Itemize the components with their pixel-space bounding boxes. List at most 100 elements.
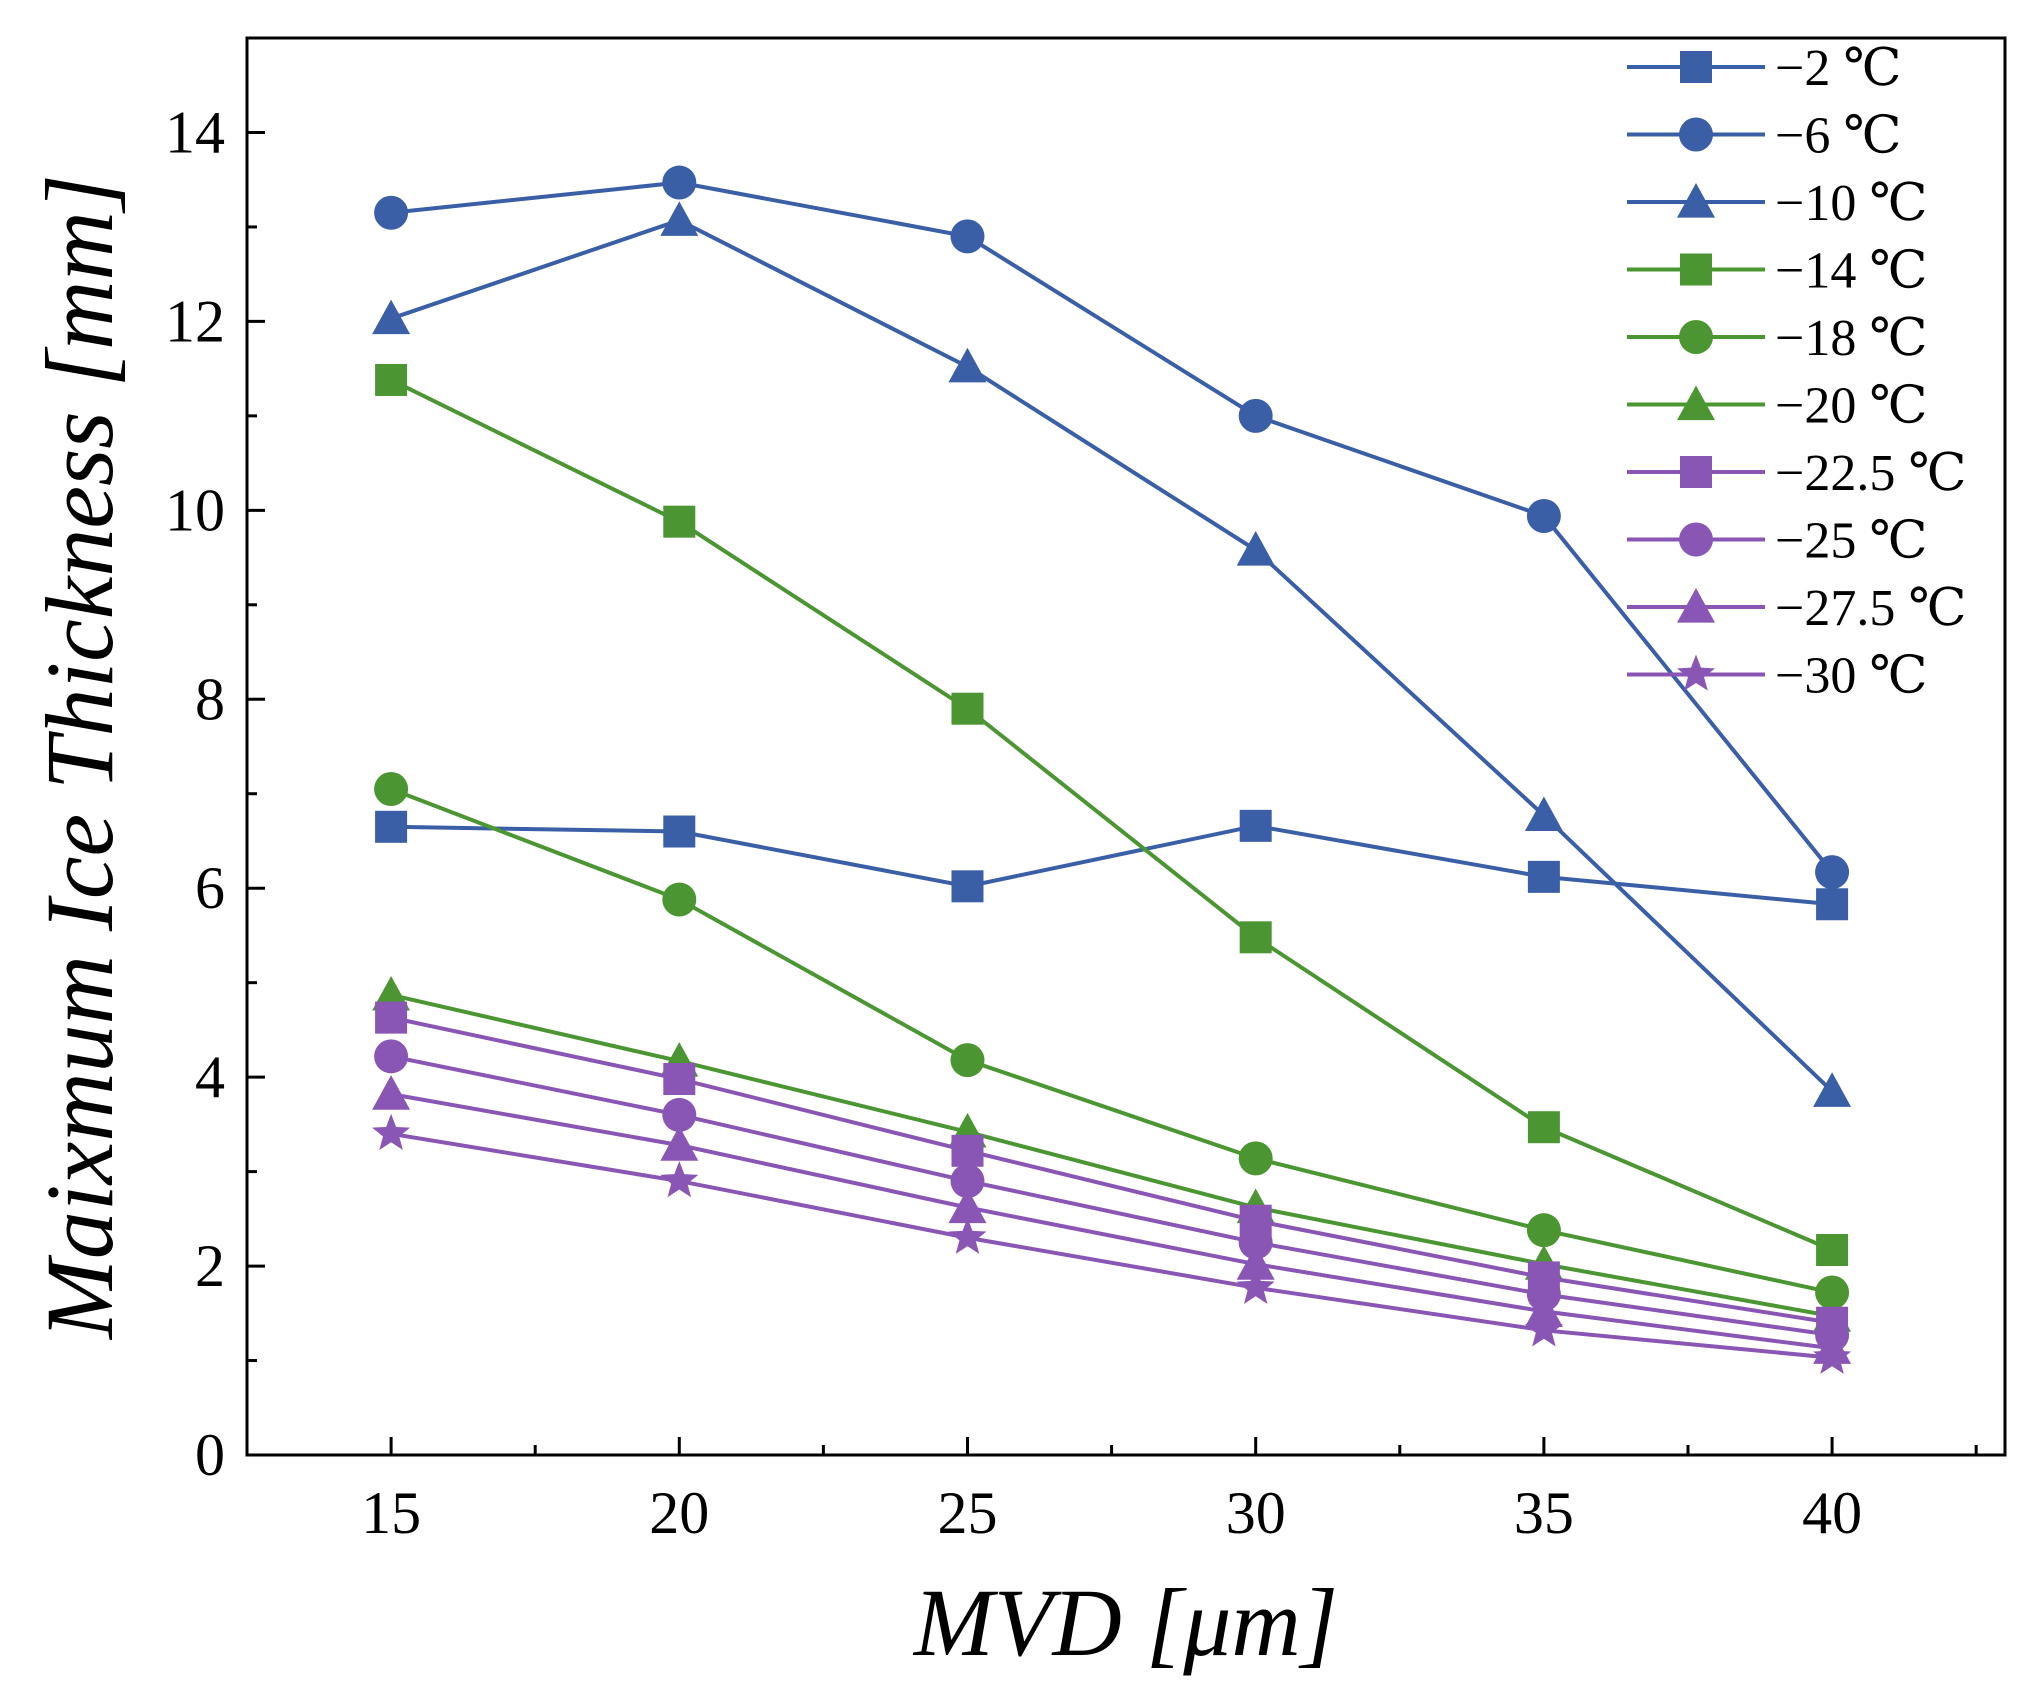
y-tick-label: 8 [195,666,225,732]
data-point [1813,1072,1852,1107]
data-point [1815,855,1850,890]
data-point [1527,860,1560,893]
series-8 [372,1075,1852,1364]
data-point [663,1063,696,1096]
axes: 15 20 25 30 35 40 0 2 4 6 8 10 12 14 [165,36,2007,1546]
data-point [1527,1111,1560,1144]
data-point [1524,796,1563,832]
series-0 [375,809,1849,921]
series-line [390,992,1833,1319]
plot-frame [245,36,2007,1457]
legend-item: −18 ℃ [1627,310,1928,367]
data-point [375,810,408,843]
legend-marker [1680,456,1712,488]
series-line [391,823,1833,907]
data-point [372,1113,411,1150]
legend-item: −2 ℃ [1627,40,1902,97]
legend-label: −20 ℃ [1775,378,1928,435]
legend-item: −10 ℃ [1627,175,1928,232]
data-point [372,299,411,335]
series-line [390,1092,1833,1351]
data-point [1815,1275,1850,1310]
data-point [950,1043,985,1078]
data-point [1816,888,1849,921]
data-point [663,505,696,538]
legend-marker [1679,320,1713,354]
data-point [374,195,409,230]
data-point [1236,1267,1275,1304]
y-tick-label: 2 [195,1233,225,1299]
legend-marker [1677,183,1715,218]
data-point [951,870,984,903]
legend-label: −22.5 ℃ [1775,445,1967,502]
data-point [951,692,984,725]
y-tick-label: 0 [195,1422,225,1488]
data-point [951,1134,984,1167]
data-point [662,165,697,200]
x-tick-label: 40 [1802,1480,1862,1546]
legend-label: −2 ℃ [1775,40,1902,97]
series-line [390,1015,1833,1325]
legend-marker [1679,117,1713,152]
legend-label: −27.5 ℃ [1775,580,1967,637]
data-point [950,219,985,254]
x-tick-label: 35 [1514,1480,1574,1546]
x-tick-label: 25 [937,1480,997,1546]
data-point [662,1097,697,1132]
x-axis-title: MVD [μm] [912,1569,1338,1676]
data-point [1238,1141,1273,1176]
legend: −2 ℃ −6 ℃ −10 ℃ −14 ℃ −18 ℃ −20 ℃ −22.5 ℃ −25 ℃… [1627,40,1967,705]
legend-item: −25 ℃ [1627,513,1928,570]
data-point [375,363,408,396]
legend-item: −30 ℃ [1627,648,1928,705]
data-point [1816,1234,1849,1267]
series-6 [375,1001,1849,1339]
series-2 [372,201,1852,1107]
series-line [390,378,1833,1252]
data-point [950,1164,985,1199]
data-point [1238,398,1273,433]
series-line [390,1054,1833,1338]
series-5 [372,975,1852,1332]
data-point [372,1075,411,1110]
legend-marker [1680,253,1712,286]
y-tick-label: 14 [165,99,225,165]
series-line [390,218,1834,1093]
legend-item: −27.5 ℃ [1627,580,1967,637]
series-3 [375,363,1849,1267]
data-point [660,201,699,236]
legend-label: −25 ℃ [1775,513,1928,570]
legend-label: −6 ℃ [1775,108,1902,165]
legend-marker [1677,385,1715,421]
data-point [1524,1292,1563,1327]
legend-item: −20 ℃ [1627,378,1928,435]
data-point [374,772,409,807]
data-point [948,1188,987,1224]
data-point [660,1161,699,1198]
data-point [1239,921,1272,954]
legend-label: −18 ℃ [1775,310,1928,367]
data-point [660,1126,699,1161]
legend-label: −14 ℃ [1775,243,1928,300]
legend-marker [1676,654,1716,691]
series-group [372,165,1852,1374]
series-7 [374,1039,1850,1353]
x-tick-label: 20 [649,1480,709,1546]
data-point [662,882,697,917]
legend-marker [1680,51,1712,83]
legend-marker [1677,588,1715,623]
series-9 [372,1113,1852,1374]
data-point [1524,1310,1563,1347]
data-point [1236,531,1275,566]
series-line [390,787,1833,1295]
data-point [374,1039,409,1074]
data-point [1526,499,1561,534]
y-tick-label: 4 [195,1044,225,1110]
legend-item: −22.5 ℃ [1627,445,1967,502]
data-point [1526,1213,1561,1248]
legend-label: −30 ℃ [1775,648,1928,705]
legend-item: −6 ℃ [1627,108,1902,165]
y-tick-label: 12 [165,288,225,354]
series-line [390,180,1834,874]
